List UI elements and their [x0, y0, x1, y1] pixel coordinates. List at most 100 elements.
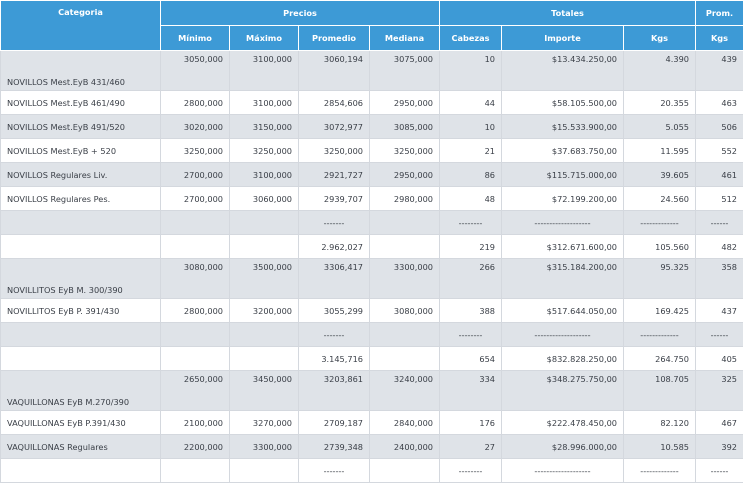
header-maximo[interactable]: Máximo — [229, 25, 299, 51]
table-row: VAQUILLONAS EyB P.391/430 2100,000 3270,00… — [0, 410, 743, 435]
cell-cabezas: 388 — [439, 298, 502, 323]
cell-prom-kgs: 461 — [695, 162, 743, 187]
header-totales: Totales — [439, 0, 696, 26]
cell-mediana: 2980,000 — [369, 186, 440, 211]
cell-importe: ------------------- — [501, 322, 624, 347]
cell-minimo: 2650,000 — [160, 370, 230, 411]
cell-cabezas: 44 — [439, 90, 502, 115]
cell-categoria: VAQUILLONAS EyB M.270/390 — [0, 370, 161, 411]
cell-minimo — [160, 322, 230, 347]
cell-cabezas: -------- — [439, 322, 502, 347]
cell-importe: $348.275.750,00 — [501, 370, 624, 411]
cell-categoria: NOVILLOS Mest.EyB 431/460 — [0, 50, 161, 91]
cell-maximo: 3450,000 — [229, 370, 299, 411]
cell-prom-kgs: 463 — [695, 90, 743, 115]
cell-categoria: VAQUILLONAS Regulares — [0, 434, 161, 459]
cell-categoria: NOVILLOS Regulares Liv. — [0, 162, 161, 187]
header-promedio[interactable]: Promedio — [298, 25, 370, 51]
header-prom-kgs[interactable]: Kgs — [695, 25, 743, 51]
cell-prom-kgs: 325 — [695, 370, 743, 411]
header-mediana[interactable]: Mediana — [369, 25, 440, 51]
cell-cabezas: -------- — [439, 458, 502, 483]
table-row: NOVILLOS Mest.EyB 461/490 2800,000 3100,00… — [0, 90, 743, 115]
cell-promedio: 2921,727 — [298, 162, 370, 187]
table-row: VAQUILLONAS EyB M.270/390 2650,000 3450,00… — [0, 370, 743, 411]
cell-promedio: 3306,417 — [298, 258, 370, 299]
cell-cabezas: 334 — [439, 370, 502, 411]
cell-mediana: 3250,000 — [369, 138, 440, 163]
header-importe[interactable]: Importe — [501, 25, 624, 51]
cell-mediana: 2840,000 — [369, 410, 440, 435]
cell-kgs: 5.055 — [623, 114, 696, 139]
header-cabezas[interactable]: Cabezas — [439, 25, 502, 51]
cell-prom-kgs: 552 — [695, 138, 743, 163]
cell-promedio: 3060,194 — [298, 50, 370, 91]
cell-prom-kgs: ------ — [695, 458, 743, 483]
cell-mediana: 2950,000 — [369, 90, 440, 115]
cell-minimo — [160, 346, 230, 371]
cell-kgs: 169.425 — [623, 298, 696, 323]
cell-importe: $72.199.200,00 — [501, 186, 624, 211]
header-categoria[interactable]: Categoria — [0, 0, 161, 51]
cell-maximo — [229, 234, 299, 259]
cell-promedio: ------- — [298, 458, 370, 483]
cell-minimo — [160, 210, 230, 235]
cell-prom-kgs: 437 — [695, 298, 743, 323]
cell-cabezas: 10 — [439, 114, 502, 139]
header-group-row: Categoria Precios Totales Prom. — [0, 0, 743, 51]
cell-kgs: ------------- — [623, 458, 696, 483]
table-row: VAQUILLONAS Regulares 2200,000 3300,000 273… — [0, 434, 743, 459]
cell-mediana: 3300,000 — [369, 258, 440, 299]
cell-importe: $832.828.250,00 — [501, 346, 624, 371]
cell-maximo: 3270,000 — [229, 410, 299, 435]
table-row: NOVILLOS Mest.EyB 431/460 3050,000 3100,00… — [0, 50, 743, 91]
cell-maximo — [229, 458, 299, 483]
cell-cabezas: 10 — [439, 50, 502, 91]
cell-mediana: 3080,000 — [369, 298, 440, 323]
cell-kgs: 105.560 — [623, 234, 696, 259]
cell-kgs: 264.750 — [623, 346, 696, 371]
cell-prom-kgs: 482 — [695, 234, 743, 259]
cell-importe: $115.715.000,00 — [501, 162, 624, 187]
header-minimo[interactable]: Mínimo — [160, 25, 230, 51]
cell-promedio: ------- — [298, 210, 370, 235]
separator-row: ------- -------- ------------------- ------… — [0, 458, 743, 483]
cell-maximo — [229, 322, 299, 347]
cell-maximo: 3100,000 — [229, 90, 299, 115]
cell-kgs: ------------- — [623, 322, 696, 347]
cell-importe: ------------------- — [501, 210, 624, 235]
cell-kgs: 24.560 — [623, 186, 696, 211]
cell-importe: $58.105.500,00 — [501, 90, 624, 115]
separator-row: ------- -------- ------------------- ------… — [0, 322, 743, 347]
cell-categoria: NOVILLOS Mest.EyB 491/520 — [0, 114, 161, 139]
cell-prom-kgs: 439 — [695, 50, 743, 91]
cell-cabezas: 21 — [439, 138, 502, 163]
cell-kgs: 4.390 — [623, 50, 696, 91]
cell-categoria: NOVILLOS Regulares Pes. — [0, 186, 161, 211]
cell-categoria: NOVILLOS Mest.EyB 461/490 — [0, 90, 161, 115]
cell-prom-kgs: 506 — [695, 114, 743, 139]
header-column-row: Mínimo Máximo Promedio Mediana Cabezas I… — [1, 25, 743, 51]
cell-importe: $312.671.600,00 — [501, 234, 624, 259]
header-kgs[interactable]: Kgs — [623, 25, 696, 51]
cell-maximo — [229, 346, 299, 371]
cell-categoria — [0, 346, 161, 371]
cell-categoria: NOVILLITOS EyB M. 300/390 — [0, 258, 161, 299]
cell-categoria: VAQUILLONAS EyB P.391/430 — [0, 410, 161, 435]
table-body: NOVILLOS Mest.EyB 431/460 3050,000 3100,00… — [0, 50, 743, 483]
table-row: NOVILLOS Regulares Pes. 2700,000 3060,000 2… — [0, 186, 743, 211]
cell-minimo: 2800,000 — [160, 90, 230, 115]
cell-minimo: 3050,000 — [160, 50, 230, 91]
cell-cabezas: 86 — [439, 162, 502, 187]
cell-cabezas: 27 — [439, 434, 502, 459]
cell-importe: $517.644.050,00 — [501, 298, 624, 323]
cell-maximo: 3300,000 — [229, 434, 299, 459]
separator-row: ------- -------- ------------------- ------… — [0, 210, 743, 235]
cell-maximo: 3150,000 — [229, 114, 299, 139]
cell-cabezas: 654 — [439, 346, 502, 371]
cell-mediana — [369, 346, 440, 371]
cell-minimo: 3250,000 — [160, 138, 230, 163]
cell-promedio: 2854,606 — [298, 90, 370, 115]
cell-promedio: 2.962,027 — [298, 234, 370, 259]
cell-categoria — [0, 458, 161, 483]
